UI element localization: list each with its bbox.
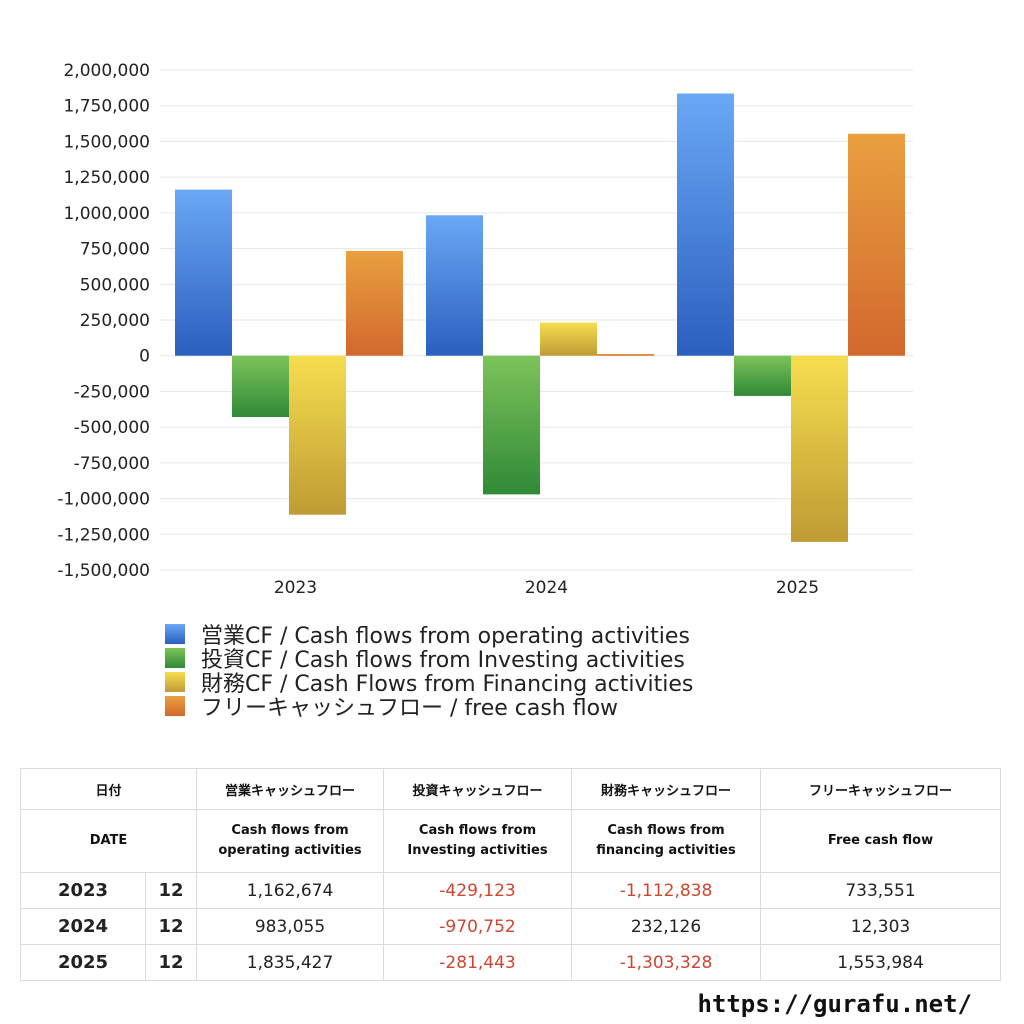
cell-free: 1,553,984 [760, 944, 1002, 981]
cell-year: 2024 [20, 908, 146, 945]
grid-lines [160, 69, 913, 571]
header-operating-jp: 営業キャッシュフロー [196, 768, 385, 810]
bars [175, 93, 905, 542]
cell-investing: -429,123 [383, 872, 573, 909]
y-tick-label: 750,000 [80, 240, 150, 260]
table-header-row-jp: 日付 営業キャッシュフロー 投資キャッシュフロー 財務キャッシュフロー フリーキ… [19, 768, 1002, 810]
x-axis-ticks: 2023 2024 2025 [274, 578, 819, 598]
header-operating-en-line2: operating activities [218, 843, 362, 858]
y-tick-label: 0 [139, 347, 150, 367]
x-tick-label: 2023 [274, 578, 317, 598]
y-tick-label: -1,250,000 [57, 525, 150, 545]
header-operating-en: Cash flows from operating activities [196, 809, 385, 873]
legend: 営業CF / Cash flows from operating activit… [165, 622, 693, 721]
y-tick-label: 2,000,000 [63, 61, 150, 81]
header-financing-jp: 財務キャッシュフロー [571, 768, 762, 810]
cash-flow-table: 日付 営業キャッシュフロー 投資キャッシュフロー 財務キャッシュフロー フリーキ… [19, 768, 1002, 981]
table-row: 2023 12 1,162,674 -429,123 -1,112,838 73… [20, 872, 1002, 909]
header-investing-en-line1: Cash flows from [418, 823, 537, 838]
header-free-jp: フリーキャッシュフロー [760, 768, 1002, 810]
bar-financing-2023 [289, 355, 346, 515]
cash-flow-chart: 2,000,000 1,750,000 1,500,000 1,250,000 1,00… [57, 61, 913, 598]
cell-year: 2023 [20, 872, 146, 909]
y-tick-label: 1,000,000 [63, 204, 150, 224]
cell-month: 12 [144, 908, 198, 945]
cell-investing: -970,752 [383, 908, 573, 945]
header-investing-en: Cash flows from Investing activities [383, 809, 573, 873]
cell-free: 733,551 [760, 872, 1002, 909]
bar-financing-2024 [540, 322, 597, 356]
cell-investing: -281,443 [383, 944, 573, 981]
legend-label-investing: 投資CF / Cash flows from Investing activit… [201, 648, 685, 673]
site-url[interactable]: https://gurafu.net/ [697, 990, 972, 1018]
cell-year: 2025 [20, 944, 146, 981]
header-date-en: DATE [19, 809, 198, 873]
y-tick-label: 1,500,000 [63, 132, 150, 152]
table-header-row-en: DATE Cash flows from operating activitie… [19, 809, 1002, 873]
cell-month: 12 [144, 872, 198, 909]
table-row: 2025 12 1,835,427 -281,443 -1,303,328 1,… [20, 944, 1002, 981]
cell-financing: -1,112,838 [571, 872, 762, 909]
bar-operating-2023 [175, 189, 232, 356]
bar-investing-2023 [232, 355, 289, 418]
y-tick-label: -250,000 [74, 382, 150, 402]
bar-operating-2024 [426, 215, 483, 356]
header-free-en: Free cash flow [760, 809, 1002, 873]
header-investing-jp: 投資キャッシュフロー [383, 768, 573, 810]
legend-label-operating: 営業CF / Cash flows from operating activit… [201, 624, 690, 649]
header-date-jp: 日付 [19, 768, 198, 810]
y-tick-label: -1,500,000 [57, 561, 150, 581]
legend-label-financing: 財務CF / Cash Flows from Financing activit… [201, 672, 694, 697]
cell-operating: 983,055 [196, 908, 385, 945]
y-tick-label: 1,250,000 [63, 168, 150, 188]
legend-item-investing: 投資CF / Cash flows from Investing activit… [165, 646, 693, 673]
legend-item-operating: 営業CF / Cash flows from operating activit… [165, 622, 693, 649]
bar-operating-2025 [677, 93, 734, 356]
header-financing-en-line1: Cash flows from [607, 823, 725, 838]
y-tick-label: 1,750,000 [63, 97, 150, 117]
cell-month: 12 [144, 944, 198, 981]
header-operating-en-line1: Cash flows from [231, 823, 349, 838]
y-tick-label: -1,000,000 [57, 490, 150, 510]
cell-operating: 1,162,674 [196, 872, 385, 909]
y-tick-label: 250,000 [80, 311, 150, 331]
x-tick-label: 2025 [776, 578, 819, 598]
cell-financing: 232,126 [571, 908, 762, 945]
cell-free: 12,303 [760, 908, 1002, 945]
legend-swatch-investing [165, 648, 185, 668]
table-row: 2024 12 983,055 -970,752 232,126 12,303 [20, 908, 1002, 945]
legend-swatch-operating [165, 624, 185, 644]
y-tick-label: -750,000 [74, 454, 150, 474]
legend-swatch-free [165, 696, 185, 716]
cell-financing: -1,303,328 [571, 944, 762, 981]
bar-investing-2025 [734, 355, 791, 396]
bar-investing-2024 [483, 355, 540, 495]
cell-operating: 1,835,427 [196, 944, 385, 981]
bar-free-2025 [848, 133, 905, 356]
bar-financing-2025 [791, 355, 848, 542]
x-tick-label: 2024 [525, 578, 568, 598]
bar-free-2024 [597, 353, 654, 356]
bar-free-2023 [346, 250, 403, 356]
header-investing-en-line2: Investing activities [407, 843, 548, 858]
header-financing-en: Cash flows from financing activities [571, 809, 762, 873]
legend-label-free: フリーキャッシュフロー / free cash flow [201, 696, 619, 721]
y-tick-label: -500,000 [74, 418, 150, 438]
legend-item-free: フリーキャッシュフロー / free cash flow [165, 694, 693, 721]
header-financing-en-line2: financing activities [596, 843, 736, 858]
legend-item-financing: 財務CF / Cash Flows from Financing activit… [165, 670, 693, 697]
y-axis-ticks: 2,000,000 1,750,000 1,500,000 1,250,000 1,00… [57, 61, 150, 581]
legend-swatch-financing [165, 672, 185, 692]
y-tick-label: 500,000 [80, 275, 150, 295]
